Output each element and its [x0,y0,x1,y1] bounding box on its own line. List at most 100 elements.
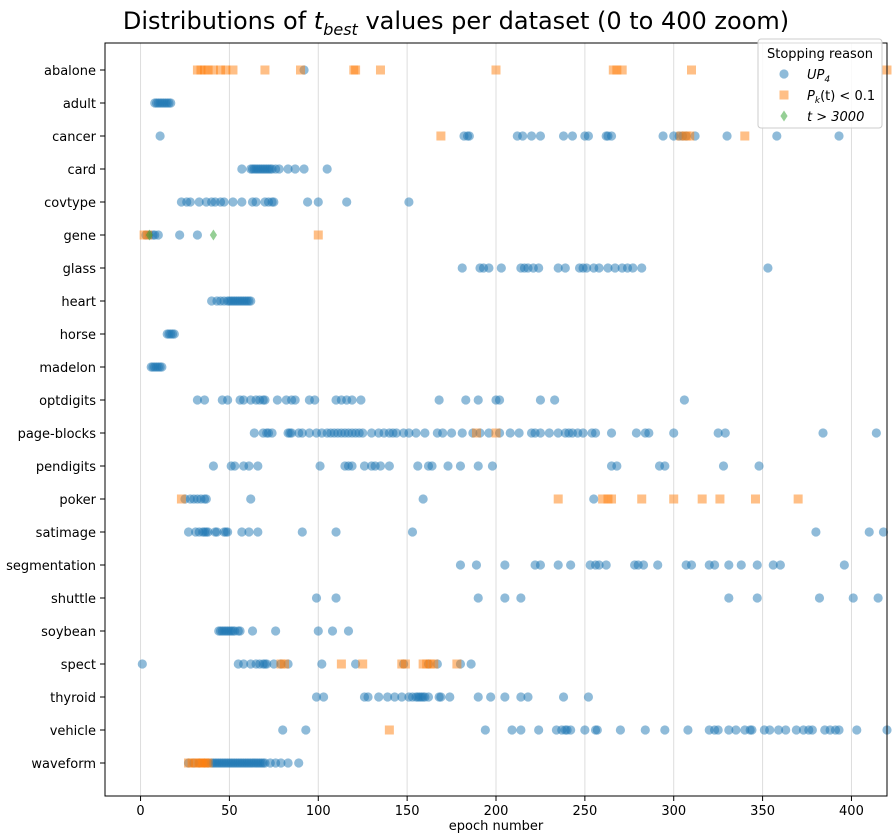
UP4-point-spect [262,659,272,669]
UP4-point-optdigits [239,395,249,405]
Pk-point-poker [697,494,707,504]
UP4-point-satimage [212,527,222,537]
Pk-point-gene [313,230,323,240]
UP4-point-pendigits [244,461,254,471]
y-tick-label-card: card [68,163,96,178]
UP4-point-satimage [223,527,233,537]
UP4-point-thyroid [423,692,434,702]
UP4-point-page-blocks [358,428,368,438]
UP4-point-page-blocks [287,428,297,438]
chart-title-prefix: Distributions of [123,7,314,35]
UP4-point-vehicle [713,725,723,735]
y-tick-label-satimage: satimage [36,526,96,541]
legend-label-sub: 4 [824,75,830,85]
UP4-point-vehicle [534,725,544,735]
UP4-point-thyroid [583,692,594,702]
Pk-point-abalone [491,65,501,75]
UP4-point-satimage [203,527,213,537]
UP4-point-horse [169,329,179,339]
UP4-point-segmentation [653,560,663,570]
UP4-point-pendigits [413,461,423,471]
UP4-point-vehicle [640,725,650,735]
UP4-point-pendigits [315,461,325,471]
UP4-point-thyroid [516,692,526,702]
UP4-point-shuttle [473,593,483,603]
UP4-point-shuttle [500,593,510,603]
Pk-point-abalone [208,65,218,75]
UP4-point-poker [246,494,256,504]
UP4-point-covtype [269,197,279,207]
UP4-point-pendigits [660,461,670,471]
UP4-point-cancer [606,131,617,141]
UP4-point-vehicle [773,725,784,735]
UP4-point-page-blocks [366,428,377,438]
data-points [137,65,892,768]
UP4-point-segmentation [601,560,611,570]
UP4-point-satimage [297,527,307,537]
Pk-point-spect [358,659,368,669]
UP4-point-optdigits [473,395,483,405]
UP4-point-segmentation [839,560,849,570]
legend-title: Stopping reason [767,47,873,62]
Pk-point-abalone [375,65,385,75]
UP4-point-vehicle [660,725,670,735]
Pk-point-cancer [676,131,686,141]
UP4-point-page-blocks [553,428,563,438]
UP4-point-pendigits [230,461,240,471]
UP4-point-optdigits [356,395,366,405]
y-tick-label-pendigits: pendigits [36,460,96,475]
legend-label-rest: (t) < 0.1 [820,89,875,104]
UP4-point-covtype [303,197,313,207]
t3000-point-gene [209,229,218,241]
UP4-point-page-blocks [411,428,421,438]
UP4-point-covtype [313,197,323,207]
UP4-point-pendigits [473,461,483,471]
UP4-point-vehicle [301,725,311,735]
UP4-point-shuttle [873,593,883,603]
Pk-point-poker [176,494,186,504]
UP4-point-covtype [219,197,229,207]
UP4-point-heart [246,296,256,306]
UP4-point-optdigits [347,395,357,405]
y-tick-label-cancer: cancer [52,130,96,145]
y-tick-label-abalone: abalone [44,64,96,79]
UP4-point-pendigits [347,461,357,471]
UP4-point-thyroid [500,692,510,702]
UP4-point-satimage [878,527,889,537]
UP4-point-page-blocks [297,428,307,438]
x-tick-label: 100 [306,804,331,819]
UP4-point-page-blocks [544,428,554,438]
UP4-point-page-blocks [484,428,494,438]
UP4-point-page-blocks [590,428,601,438]
UP4-point-shuttle [848,593,858,603]
UP4-point-gene [175,230,185,240]
UP4-point-thyroid [558,692,569,702]
UP4-point-card [237,164,247,174]
UP4-point-vehicle [683,725,693,735]
UP4-point-page-blocks [871,428,881,438]
UP4-point-optdigits [192,395,203,405]
UP4-point-poker [201,494,211,504]
Pk-point-cancer [740,131,750,141]
y-axis: abalone adult cancer card covtype gene glass he… [6,64,105,772]
legend-label-UP4: UP4 [807,68,830,85]
UP4-point-shuttle [331,593,341,603]
Pk-point-cancer [436,131,446,141]
UP4-point-thyroid [436,692,446,702]
UP4-point-optdigits [679,395,689,405]
Pk-point-abalone [228,65,238,75]
UP4-point-pendigits [359,461,370,471]
UP4-point-soybean [235,626,245,636]
UP4-point-spect [466,659,476,669]
UP4-point-glass [496,263,506,273]
Pk-point-abalone [203,65,213,75]
UP4-point-segmentation [553,560,563,570]
Pk-point-spect [429,659,439,669]
y-tick-label-shuttle: shuttle [51,592,96,607]
Pk-point-abalone [612,65,622,75]
y-tick-label-soybean: soybean [41,625,96,640]
UP4-point-vehicle [507,725,517,735]
Pk-point-spect [452,659,462,669]
UP4-point-optdigits [199,395,210,405]
